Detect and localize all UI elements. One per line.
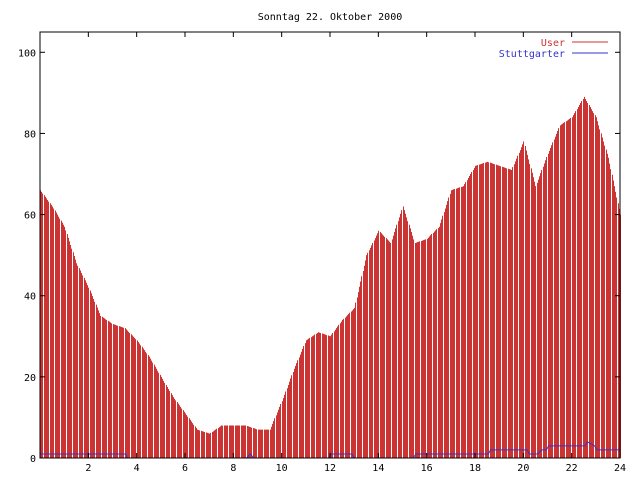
x-tick-label: 24 — [614, 463, 626, 474]
x-tick-label: 10 — [276, 463, 288, 474]
user-series-impulses — [40, 96, 621, 458]
y-tick-label: 60 — [24, 211, 36, 222]
y-tick-label: 80 — [24, 129, 36, 140]
x-tick-label: 6 — [182, 463, 188, 474]
x-axis-ticks: 2 4 6 8 10 12 14 16 18 20 22 24 — [85, 32, 626, 474]
chart-title: Sonntag 22. Oktober 2000 — [258, 12, 403, 23]
y-tick-label: 0 — [30, 454, 36, 465]
legend-label-stuttgarter: Stuttgarter — [499, 49, 565, 60]
y-axis-ticks: 0 20 40 60 80 100 — [18, 48, 620, 465]
legend: User Stuttgarter — [499, 38, 608, 60]
stuttgarter-series-line — [40, 441, 620, 459]
x-tick-label: 14 — [372, 463, 384, 474]
x-tick-label: 18 — [469, 463, 481, 474]
y-tick-label: 40 — [24, 292, 36, 303]
legend-label-user: User — [541, 38, 565, 49]
x-tick-label: 20 — [517, 463, 529, 474]
x-tick-label: 16 — [421, 463, 433, 474]
x-tick-label: 4 — [134, 463, 140, 474]
y-tick-label: 20 — [24, 373, 36, 384]
x-tick-label: 8 — [230, 463, 236, 474]
x-tick-label: 2 — [85, 463, 91, 474]
y-tick-label: 100 — [18, 48, 36, 59]
x-tick-label: 22 — [566, 463, 578, 474]
x-tick-label: 12 — [324, 463, 336, 474]
